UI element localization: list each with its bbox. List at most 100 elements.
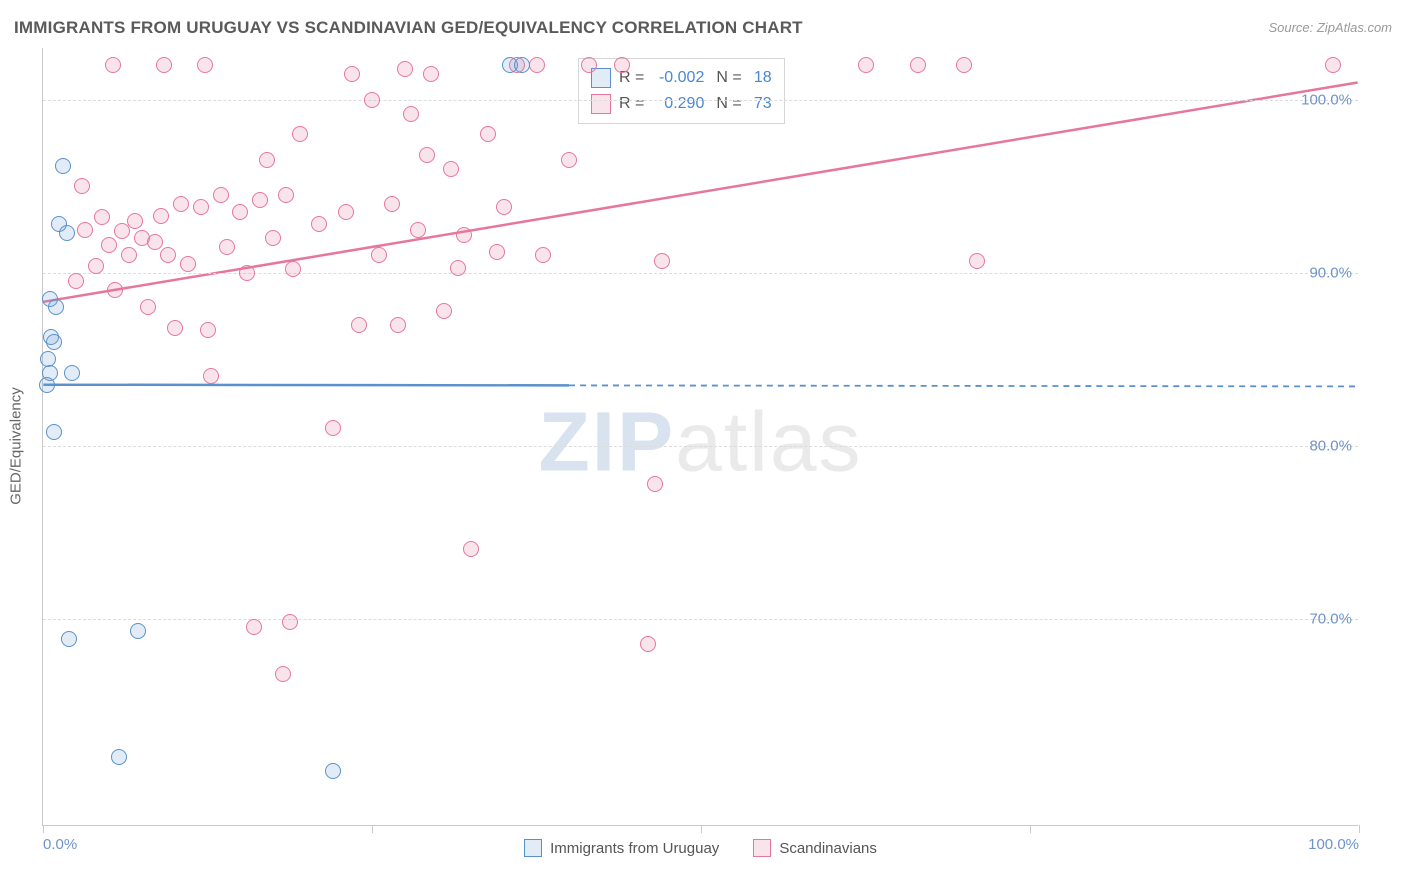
data-point-scandinavian xyxy=(200,322,216,338)
series-swatch-scandinavian xyxy=(753,839,771,857)
data-point-uruguay xyxy=(61,631,77,647)
data-point-scandinavian xyxy=(581,57,597,73)
chart-container: IMMIGRANTS FROM URUGUAY VS SCANDINAVIAN … xyxy=(0,0,1406,892)
series-swatch-uruguay xyxy=(524,839,542,857)
correlation-legend: R = -0.002 N = 18 R = 0.290 N = 73 xyxy=(578,58,785,124)
data-point-scandinavian xyxy=(153,208,169,224)
y-tick-label: 100.0% xyxy=(1301,91,1352,108)
gridline xyxy=(43,619,1358,620)
data-point-scandinavian xyxy=(496,199,512,215)
data-point-scandinavian xyxy=(68,273,84,289)
data-point-scandinavian xyxy=(219,239,235,255)
plot-area: ZIPatlas R = -0.002 N = 18 R = 0.290 N = xyxy=(42,48,1358,826)
data-point-scandinavian xyxy=(311,216,327,232)
data-point-scandinavian xyxy=(239,265,255,281)
data-point-scandinavian xyxy=(614,57,630,73)
data-point-scandinavian xyxy=(456,227,472,243)
gridline xyxy=(43,446,1358,447)
data-point-scandinavian xyxy=(252,192,268,208)
data-point-scandinavian xyxy=(371,247,387,263)
data-point-scandinavian xyxy=(147,234,163,250)
x-tick-label: 100.0% xyxy=(1308,836,1359,853)
data-point-scandinavian xyxy=(197,57,213,73)
data-point-scandinavian xyxy=(156,57,172,73)
legend-swatch-scandinavian xyxy=(591,94,611,114)
y-tick-label: 80.0% xyxy=(1309,437,1352,454)
source-label: Source: ZipAtlas.com xyxy=(1268,20,1392,35)
y-tick-label: 70.0% xyxy=(1309,610,1352,627)
data-point-scandinavian xyxy=(910,57,926,73)
series-legend: Immigrants from Uruguay Scandinavians xyxy=(43,839,1358,857)
data-point-scandinavian xyxy=(561,152,577,168)
data-point-scandinavian xyxy=(107,282,123,298)
data-point-scandinavian xyxy=(121,247,137,263)
data-point-scandinavian xyxy=(969,253,985,269)
legend-n-uruguay: 18 xyxy=(746,69,772,87)
x-tick xyxy=(1359,825,1360,833)
data-point-scandinavian xyxy=(292,126,308,142)
data-point-scandinavian xyxy=(351,317,367,333)
data-point-scandinavian xyxy=(443,161,459,177)
data-point-scandinavian xyxy=(419,147,435,163)
data-point-scandinavian xyxy=(647,476,663,492)
data-point-scandinavian xyxy=(127,213,143,229)
data-point-scandinavian xyxy=(275,666,291,682)
chart-title: IMMIGRANTS FROM URUGUAY VS SCANDINAVIAN … xyxy=(14,18,803,38)
data-point-scandinavian xyxy=(213,187,229,203)
series-legend-scandinavian: Scandinavians xyxy=(753,839,877,857)
legend-row-scandinavian: R = 0.290 N = 73 xyxy=(591,91,772,117)
data-point-scandinavian xyxy=(160,247,176,263)
data-point-uruguay xyxy=(48,299,64,315)
data-point-scandinavian xyxy=(94,209,110,225)
data-point-scandinavian xyxy=(956,57,972,73)
data-point-scandinavian xyxy=(77,222,93,238)
data-point-scandinavian xyxy=(74,178,90,194)
data-point-uruguay xyxy=(46,424,62,440)
legend-r-label: R = xyxy=(619,95,644,113)
data-point-scandinavian xyxy=(654,253,670,269)
data-point-scandinavian xyxy=(265,230,281,246)
data-point-uruguay xyxy=(51,216,67,232)
data-point-scandinavian xyxy=(529,57,545,73)
data-point-scandinavian xyxy=(384,196,400,212)
legend-text-uruguay: R = -0.002 N = 18 xyxy=(619,69,772,87)
x-tick xyxy=(43,825,44,833)
data-point-scandinavian xyxy=(88,258,104,274)
data-point-scandinavian xyxy=(640,636,656,652)
data-point-scandinavian xyxy=(325,420,341,436)
data-point-scandinavian xyxy=(858,57,874,73)
data-point-scandinavian xyxy=(410,222,426,238)
data-point-uruguay xyxy=(514,57,530,73)
data-point-scandinavian xyxy=(140,299,156,315)
data-point-uruguay xyxy=(130,623,146,639)
gridline xyxy=(43,100,1358,101)
y-axis-title: GED/Equivalency xyxy=(8,387,25,505)
x-tick xyxy=(701,825,702,833)
data-point-uruguay xyxy=(64,365,80,381)
legend-r-scandinavian: 0.290 xyxy=(648,95,704,113)
data-point-uruguay xyxy=(55,158,71,174)
data-point-scandinavian xyxy=(390,317,406,333)
legend-n-label: N = xyxy=(716,69,741,87)
data-point-scandinavian xyxy=(167,320,183,336)
x-tick-label: 0.0% xyxy=(43,836,77,853)
data-point-scandinavian xyxy=(463,541,479,557)
y-tick-label: 90.0% xyxy=(1309,264,1352,281)
data-point-uruguay xyxy=(39,377,55,393)
data-point-scandinavian xyxy=(246,619,262,635)
data-point-scandinavian xyxy=(1325,57,1341,73)
data-point-scandinavian xyxy=(173,196,189,212)
legend-text-scandinavian: R = 0.290 N = 73 xyxy=(619,95,772,113)
data-point-scandinavian xyxy=(105,57,121,73)
series-label-scandinavian: Scandinavians xyxy=(779,840,877,857)
data-point-scandinavian xyxy=(259,152,275,168)
data-point-scandinavian xyxy=(344,66,360,82)
data-point-scandinavian xyxy=(397,61,413,77)
data-point-scandinavian xyxy=(480,126,496,142)
data-point-scandinavian xyxy=(423,66,439,82)
data-point-scandinavian xyxy=(338,204,354,220)
data-point-scandinavian xyxy=(180,256,196,272)
series-label-uruguay: Immigrants from Uruguay xyxy=(550,840,719,857)
data-point-scandinavian xyxy=(203,368,219,384)
data-point-scandinavian xyxy=(193,199,209,215)
